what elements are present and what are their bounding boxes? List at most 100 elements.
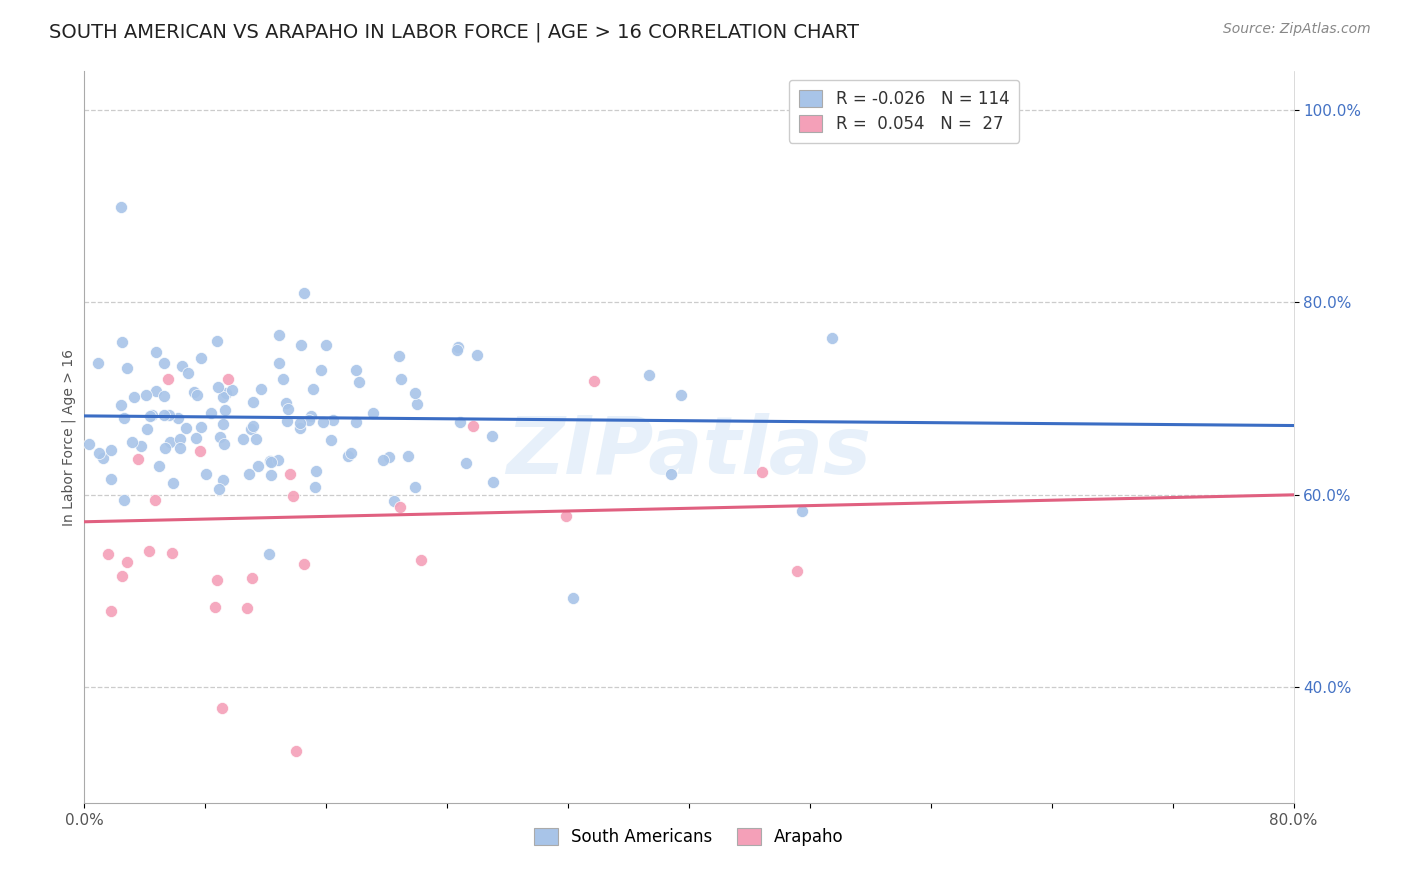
Point <box>153 441 176 455</box>
Point <box>169 442 191 456</box>
Point <box>188 444 211 458</box>
Point <box>212 390 235 404</box>
Point <box>186 388 208 402</box>
Point <box>260 454 283 468</box>
Point <box>277 402 299 417</box>
Y-axis label: In Labor Force | Age > 16: In Labor Force | Age > 16 <box>62 349 76 525</box>
Point <box>240 571 263 585</box>
Point <box>446 343 468 357</box>
Point <box>298 413 321 427</box>
Point <box>112 411 135 425</box>
Point <box>183 384 205 399</box>
Point <box>235 601 257 615</box>
Point <box>152 389 174 403</box>
Point <box>404 480 426 494</box>
Legend: South Americans, Arapaho: South Americans, Arapaho <box>527 822 851 853</box>
Point <box>274 396 297 410</box>
Point <box>344 363 367 377</box>
Point <box>322 413 344 427</box>
Point <box>405 397 427 411</box>
Point <box>135 422 157 436</box>
Point <box>221 383 243 397</box>
Point <box>190 419 212 434</box>
Point <box>212 473 235 487</box>
Point <box>153 408 176 422</box>
Point <box>156 372 179 386</box>
Point <box>257 547 280 561</box>
Point <box>389 371 412 385</box>
Point <box>122 391 145 405</box>
Point <box>148 459 170 474</box>
Point <box>242 418 264 433</box>
Point <box>91 450 114 465</box>
Point <box>278 467 301 481</box>
Point <box>396 449 419 463</box>
Point <box>211 700 233 714</box>
Point <box>177 366 200 380</box>
Point <box>97 547 120 561</box>
Point <box>110 200 132 214</box>
Point <box>465 348 488 362</box>
Point <box>821 331 844 345</box>
Point <box>290 421 312 435</box>
Point <box>554 509 576 524</box>
Point <box>145 384 167 398</box>
Point <box>100 604 122 618</box>
Point <box>260 468 283 483</box>
Point <box>312 416 335 430</box>
Point <box>184 430 207 444</box>
Point <box>321 434 343 448</box>
Point <box>208 482 231 496</box>
Point <box>283 489 305 503</box>
Point <box>207 380 229 394</box>
Point <box>214 437 236 451</box>
Point <box>299 409 322 423</box>
Point <box>153 356 176 370</box>
Point <box>447 340 470 354</box>
Text: Source: ZipAtlas.com: Source: ZipAtlas.com <box>1223 22 1371 37</box>
Point <box>267 452 290 467</box>
Point <box>100 472 122 486</box>
Point <box>240 422 263 436</box>
Point <box>169 432 191 446</box>
Point <box>214 402 236 417</box>
Point <box>271 372 294 386</box>
Point <box>139 409 162 424</box>
Point <box>267 355 290 369</box>
Point <box>463 419 485 434</box>
Point <box>347 375 370 389</box>
Point <box>311 363 333 377</box>
Point <box>388 349 411 363</box>
Point <box>340 446 363 460</box>
Point <box>245 432 267 446</box>
Text: ZIPatlas: ZIPatlas <box>506 413 872 491</box>
Point <box>127 451 149 466</box>
Point <box>786 564 808 578</box>
Point <box>304 480 326 494</box>
Point <box>190 351 212 365</box>
Point <box>110 398 132 412</box>
Point <box>562 591 585 605</box>
Point <box>208 430 231 444</box>
Point <box>669 388 692 402</box>
Point <box>117 360 139 375</box>
Point <box>337 450 360 464</box>
Point <box>305 464 328 478</box>
Point <box>200 406 222 420</box>
Point <box>292 286 315 301</box>
Point <box>141 408 163 422</box>
Point <box>160 546 183 560</box>
Point <box>174 421 197 435</box>
Point <box>100 442 122 457</box>
Point <box>456 456 478 470</box>
Point <box>138 544 160 558</box>
Point <box>79 437 101 451</box>
Point <box>215 385 238 400</box>
Point <box>267 327 290 342</box>
Point <box>751 465 773 479</box>
Point <box>344 415 367 429</box>
Point <box>121 434 143 449</box>
Point <box>205 573 228 587</box>
Point <box>170 359 193 374</box>
Point <box>242 395 264 409</box>
